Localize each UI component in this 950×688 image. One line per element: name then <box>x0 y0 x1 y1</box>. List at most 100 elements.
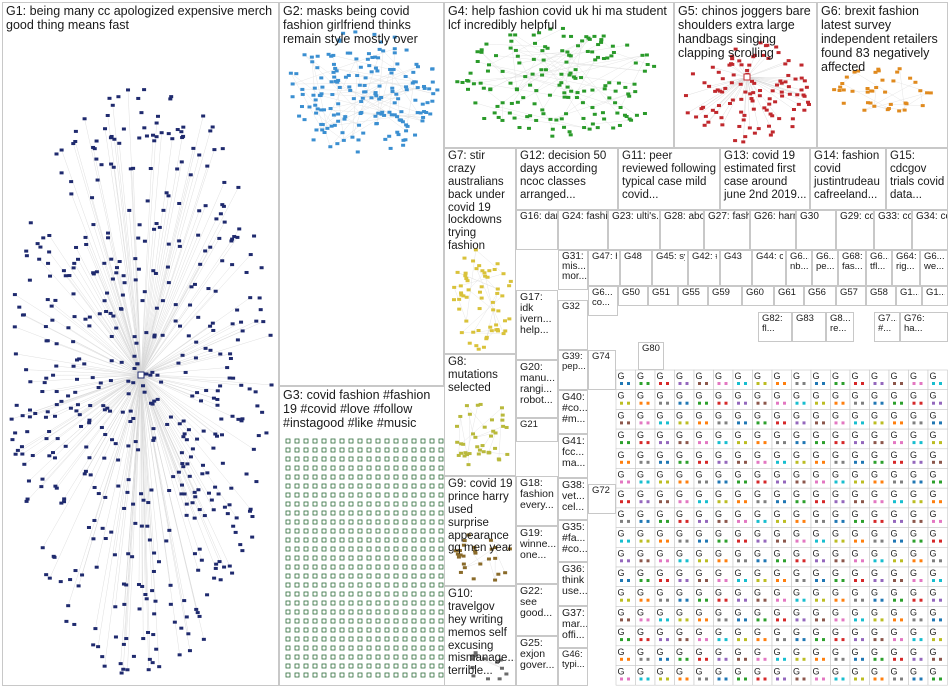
svg-text:G: G <box>774 391 781 401</box>
group-panel-g60[interactable]: G60 <box>742 286 774 306</box>
node <box>150 661 155 665</box>
group-panel-g33[interactable]: G33: covid... <box>874 210 912 250</box>
group-panel-g26[interactable]: G26: harms... <box>750 210 796 250</box>
group-panel-g11[interactable]: G11: peer reviewed following typical cas… <box>618 148 720 210</box>
group-panel-g4[interactable]: G4: help fashion covid uk hi ma student … <box>444 2 674 148</box>
group-panel-g23[interactable]: G23: ulti's... <box>608 210 660 250</box>
group-panel-g41[interactable]: G41: fcc... ma... <box>558 434 588 478</box>
group-panel-g15[interactable]: G15: cdcgov trials covid data... <box>886 148 948 210</box>
group-panel-g38[interactable]: G38: vet... cel... <box>558 478 588 520</box>
node <box>333 66 338 70</box>
group-panel-g83[interactable]: G83 <box>792 312 826 342</box>
group-panel-g6e[interactable]: G6... co... <box>588 286 618 316</box>
node <box>429 546 435 552</box>
node <box>411 591 417 597</box>
group-panel-g21[interactable]: G21 <box>516 418 558 442</box>
group-panel-g57[interactable]: G57 <box>836 286 866 306</box>
group-panel-g12[interactable]: G12: decision 50 days according ncoc cla… <box>516 148 618 210</box>
group-panel-g9[interactable]: G9: covid 19 prince harry used surprise … <box>444 476 516 586</box>
group-panel-g7[interactable]: G7: stir crazy australians back under co… <box>444 148 516 354</box>
group-panel-g6[interactable]: G6: brexit fashion latest survey indepen… <box>817 2 948 148</box>
group-panel-g59[interactable]: G59 <box>708 286 742 306</box>
group-panel-g1[interactable]: G1: being many cc apologized expensive m… <box>2 2 279 686</box>
node <box>339 618 345 624</box>
group-panel-g7x[interactable]: G7... #... <box>874 312 900 342</box>
node <box>466 463 471 467</box>
node <box>375 492 381 498</box>
group-panel-g18[interactable]: G18: fashion every... <box>516 476 558 526</box>
node <box>190 394 195 398</box>
group-panel-g28[interactable]: G28: abcne... <box>660 210 704 250</box>
group-panel-g10[interactable]: G10: travelgov hey writing memos self ex… <box>444 586 516 686</box>
group-panel-g61[interactable]: G61 <box>774 286 804 306</box>
group-panel-g22[interactable]: G22: see good... <box>516 584 558 636</box>
group-panel-g31[interactable]: G31: mis... mor... <box>558 250 588 290</box>
group-panel-g27[interactable]: G27: fashio... <box>704 210 750 250</box>
group-panel-g6c[interactable]: G6... tfl... <box>866 250 892 286</box>
group-panel-g2[interactable]: G2: masks being covid fashion girlfriend… <box>279 2 444 386</box>
group-panel-g47[interactable]: G47: havi... <box>588 250 620 286</box>
group-panel-g14[interactable]: G14: fashion covid justintrudeau cafreel… <box>810 148 886 210</box>
group-panel-g37[interactable]: G37: mar... offi... <box>558 606 588 648</box>
group-panel-g16[interactable]: G16: daniel... <box>516 210 558 250</box>
group-panel-g8[interactable]: G8: mutations selected <box>444 354 516 476</box>
edge <box>746 76 773 133</box>
node <box>459 291 464 295</box>
group-panel-g25[interactable]: G25: exjon gover... <box>516 636 558 686</box>
group-panel-g32[interactable]: G32 <box>558 300 588 350</box>
group-panel-g29[interactable]: G29: covid... <box>836 210 874 250</box>
group-panel-g6a[interactable]: G6... nb... <box>786 250 812 286</box>
group-panel-g46[interactable]: G46: typi... <box>558 648 588 686</box>
group-panel-g82[interactable]: G82: fl... <box>758 312 792 342</box>
node <box>297 114 302 118</box>
group-panel-g13[interactable]: G13: covid 19 estimated first case aroun… <box>720 148 810 210</box>
group-panel-g19[interactable]: G19: winne... one... <box>516 526 558 584</box>
group-panel-g55[interactable]: G55 <box>678 286 708 306</box>
edge <box>592 120 632 125</box>
group-panel-g80[interactable]: G80 <box>638 342 664 370</box>
group-panel-g39[interactable]: G39: pep... <box>558 350 588 390</box>
node <box>210 321 215 325</box>
group-panel-g1y[interactable]: G1... <box>922 286 948 306</box>
group-panel-g20[interactable]: G20: manu... rangi... robot... <box>516 360 558 418</box>
group-panel-g42[interactable]: G42: #us... <box>688 250 720 286</box>
group-panel-g76[interactable]: G76: ha... <box>900 312 948 342</box>
group-panel-g58[interactable]: G58 <box>866 286 896 306</box>
node <box>384 645 390 651</box>
group-panel-g48[interactable]: G48 <box>620 250 652 286</box>
node <box>184 438 189 442</box>
group-panel-g17[interactable]: G17: idk ivern... help... <box>516 290 558 360</box>
group-panel-g36[interactable]: G36: think use... <box>558 562 588 606</box>
group-panel-g74[interactable]: G74 <box>588 350 616 390</box>
group-panel-g24[interactable]: G24: fashion... <box>558 210 608 250</box>
group-panel-g30[interactable]: G30 <box>796 210 836 250</box>
edge <box>453 287 467 322</box>
group-panel-g51[interactable]: G51 <box>648 286 678 306</box>
node <box>402 492 408 498</box>
small-group-cell: G <box>771 665 792 686</box>
node <box>411 555 417 561</box>
group-panel-g72[interactable]: G72 <box>588 484 616 514</box>
node <box>330 519 336 525</box>
group-panel-g3[interactable]: G3: covid fashion #fashion 19 #covid #lo… <box>279 386 445 686</box>
node <box>766 56 771 60</box>
group-panel-g50[interactable]: G50 <box>618 286 648 306</box>
group-panel-g8x[interactable]: G8... re... <box>826 312 854 342</box>
group-panel-g5[interactable]: G5: chinos joggers bare shoulders extra … <box>674 2 817 148</box>
node <box>463 274 468 278</box>
group-panel-g56[interactable]: G56 <box>804 286 836 306</box>
group-panel-g35[interactable]: G35: #fa... #co... <box>558 520 588 562</box>
group-panel-g34[interactable]: G34: covid... <box>912 210 948 250</box>
group-panel-g6d[interactable]: G6... we... <box>920 250 948 286</box>
group-panel-g1x[interactable]: G1... <box>896 286 922 306</box>
group-panel-g40[interactable]: G40: #co... #m... <box>558 390 588 434</box>
group-panel-g45[interactable]: G45: syst... <box>652 250 688 286</box>
svg-text:G: G <box>637 607 644 617</box>
group-panel-g44[interactable]: G44: cele... <box>752 250 786 286</box>
group-panel-g6b[interactable]: G6... pe... <box>812 250 838 286</box>
group-panel-g68[interactable]: G68: fas... <box>838 250 866 286</box>
group-panel-g64[interactable]: G64: rig... <box>892 250 920 286</box>
edge <box>89 325 142 376</box>
svg-text:G: G <box>657 627 664 637</box>
group-panel-g43[interactable]: G43 <box>720 250 752 286</box>
